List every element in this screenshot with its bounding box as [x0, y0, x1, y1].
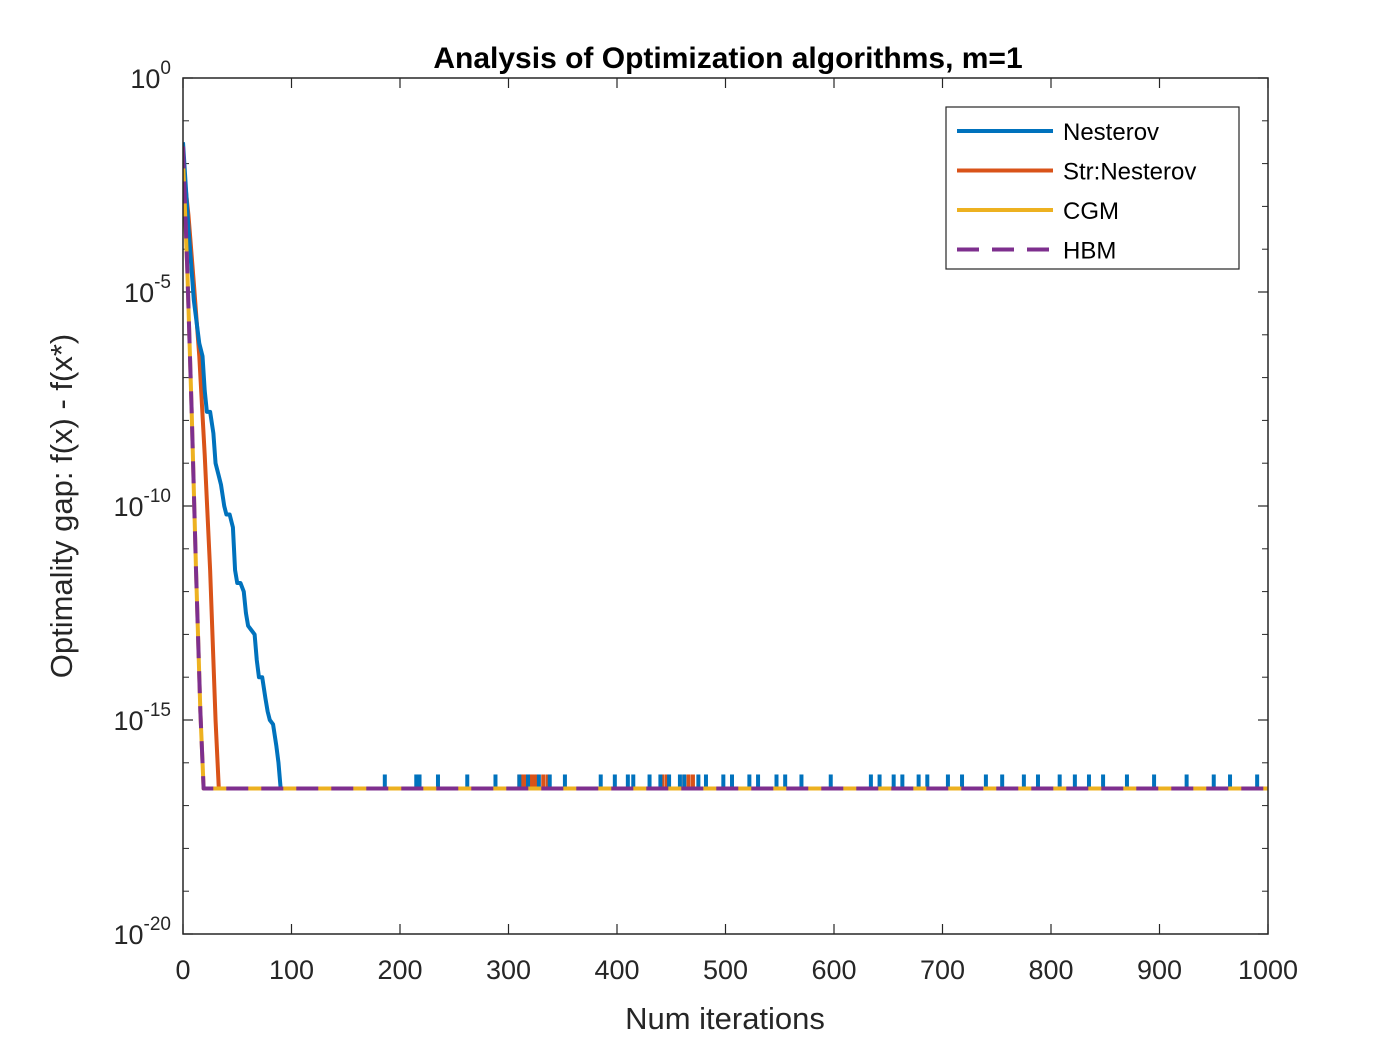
x-axis-label: Num iterations: [625, 1001, 825, 1036]
legend-label: HBM: [1063, 238, 1116, 265]
plot-frame: [182, 77, 1269, 935]
y-tick-label: 100: [130, 58, 171, 94]
x-tick-label: 500: [703, 955, 748, 985]
x-tick-label: 1000: [1238, 955, 1298, 985]
y-tick-label: 10-10: [113, 486, 171, 522]
series-line: [183, 146, 1268, 791]
series-nesterov: [183, 142, 1268, 791]
x-tick-label: 600: [811, 955, 856, 985]
y-tick-label: 10-20: [113, 914, 171, 950]
x-tick-label: 800: [1028, 955, 1073, 985]
legend-label: Str:Nesterov: [1063, 159, 1196, 186]
y-tick-label: 10-5: [124, 272, 171, 308]
x-tick-label: 900: [1137, 955, 1182, 985]
series-line: [183, 142, 1268, 791]
series-hbm: [183, 146, 1268, 791]
x-tick-label: 700: [920, 955, 965, 985]
legend-label: CGM: [1063, 198, 1119, 225]
legend: Nesterov Str:Nesterov CGM HBM: [945, 106, 1240, 270]
legend-label: Nesterov: [1063, 119, 1159, 146]
x-tick-label: 200: [377, 955, 422, 985]
chart-title: Analysis of Optimization algorithms, m=1: [433, 42, 1022, 75]
x-tick-label: 100: [269, 955, 314, 985]
y-axis-label: Optimality gap: f(x) - f(x*): [44, 334, 79, 679]
y-tick-label: 10-15: [113, 700, 171, 736]
legend-box: [945, 106, 1240, 270]
x-tick-label: 300: [486, 955, 531, 985]
x-tick-label: 400: [594, 955, 639, 985]
tick-labels: 0 100 200 300 400 500 600 700 800 900 1000 100 10-5 1…: [113, 58, 1298, 985]
series-group: [183, 142, 1268, 791]
x-tick-label: 0: [175, 955, 190, 985]
